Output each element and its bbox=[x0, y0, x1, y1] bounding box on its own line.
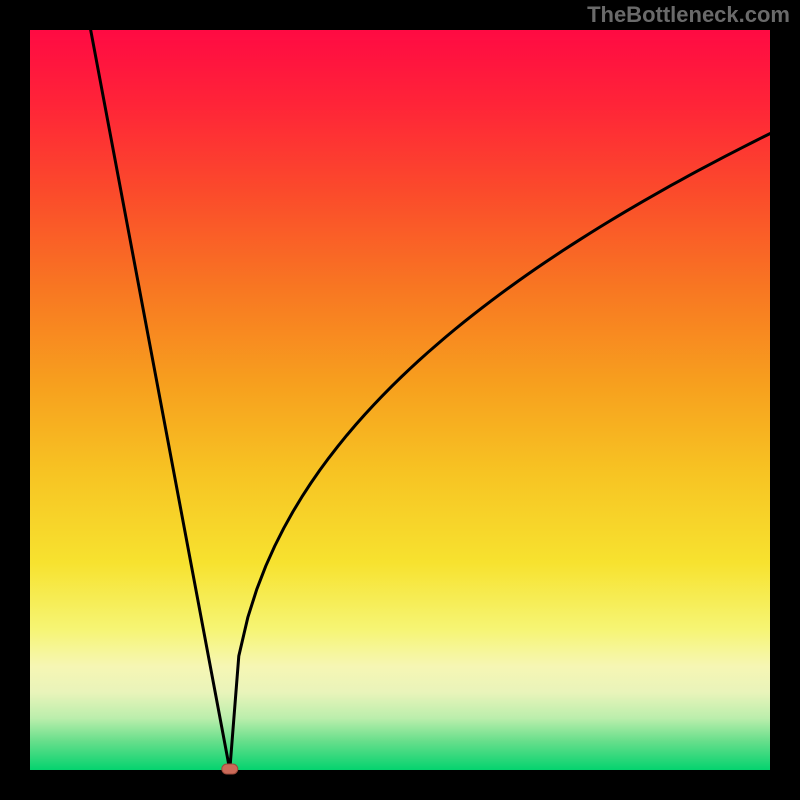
chart-container: TheBottleneck.com bbox=[0, 0, 800, 800]
bottleneck-chart bbox=[0, 0, 800, 800]
plot-background bbox=[30, 30, 770, 770]
minimum-marker bbox=[222, 764, 238, 774]
watermark-text: TheBottleneck.com bbox=[587, 2, 790, 28]
